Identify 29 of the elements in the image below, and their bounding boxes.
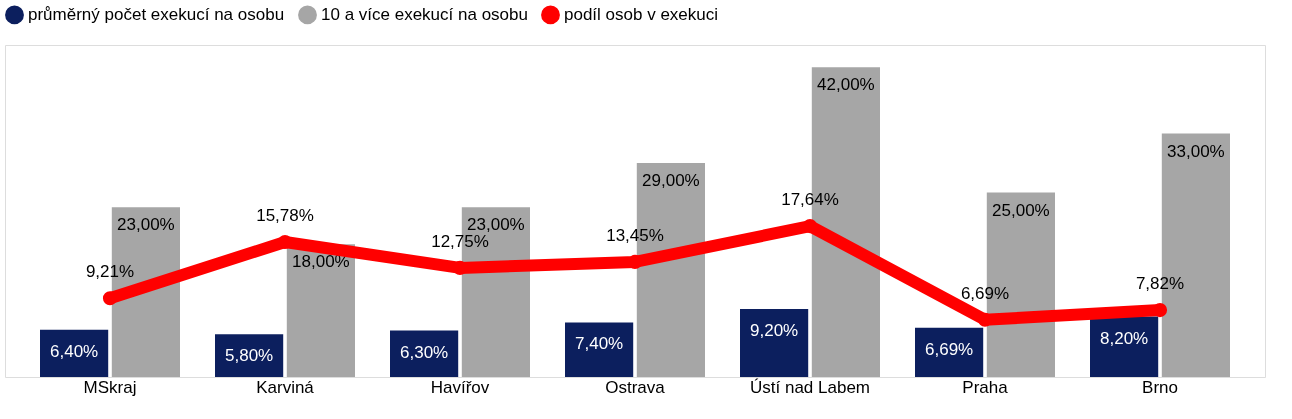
x-tick-label: Ústí nad Labem bbox=[749, 377, 871, 397]
data-label: 17,64% bbox=[781, 190, 839, 210]
data-label: 5,80% bbox=[225, 346, 274, 366]
data-label: 29,00% bbox=[642, 171, 700, 191]
data-label: 7,40% bbox=[575, 334, 624, 354]
data-label: 33,00% bbox=[1167, 141, 1225, 161]
x-tick-label: MSkraj bbox=[83, 377, 137, 397]
data-label: 25,00% bbox=[992, 200, 1050, 220]
data-label: 6,30% bbox=[400, 342, 449, 362]
data-label: 23,00% bbox=[117, 215, 175, 235]
legend-label: 10 a více exekucí na osobu bbox=[321, 4, 528, 24]
data-label: 7,82% bbox=[1135, 274, 1185, 294]
data-label: 42,00% bbox=[817, 75, 875, 95]
data-label: 13,45% bbox=[606, 225, 664, 245]
data-label: 18,00% bbox=[292, 252, 350, 272]
x-tick-label: Praha bbox=[962, 377, 1009, 397]
legend-label: podíl osob v exekuci bbox=[564, 4, 719, 24]
x-tick-label: Ostrava bbox=[605, 377, 666, 397]
data-label: 9,21% bbox=[85, 262, 135, 282]
x-tick-label: Karviná bbox=[256, 377, 315, 397]
data-label: 6,69% bbox=[925, 339, 974, 359]
data-label: 15,78% bbox=[256, 206, 314, 225]
data-label: 9,20% bbox=[750, 321, 799, 341]
data-label: 8,20% bbox=[1100, 328, 1149, 348]
data-label: 6,40% bbox=[50, 341, 99, 361]
legend-label: průměrný počet exekucí na osobu bbox=[28, 4, 285, 24]
data-label: 6,69% bbox=[960, 283, 1010, 303]
x-tick-label: Havířov bbox=[430, 377, 490, 397]
x-tick-label: Brno bbox=[1142, 377, 1178, 397]
